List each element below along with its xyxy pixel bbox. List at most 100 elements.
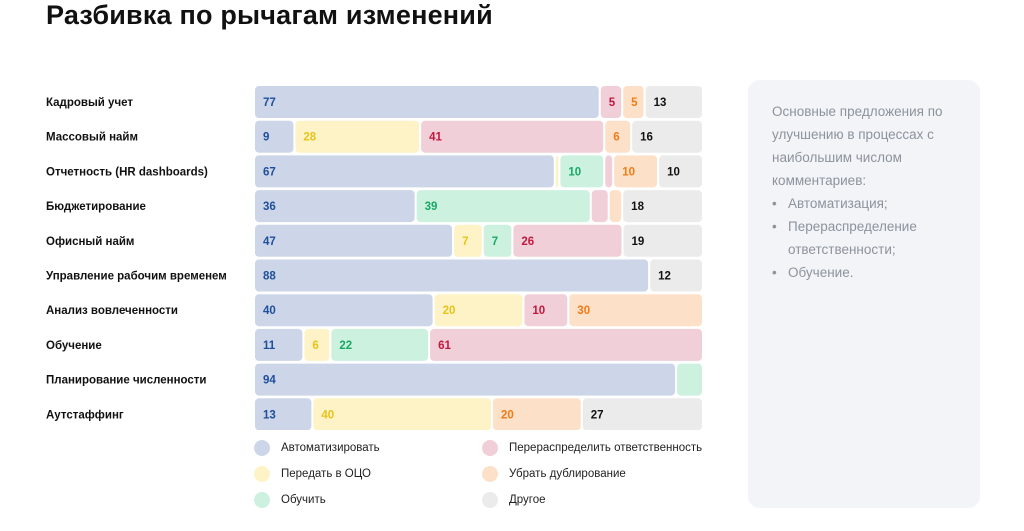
- bar-segment: [614, 155, 658, 188]
- bar-segment: [255, 120, 294, 153]
- bar-segment: [255, 224, 453, 257]
- bar-segment: [605, 120, 631, 153]
- category-label: Кадровый учет: [46, 97, 133, 109]
- data-label: 30: [577, 305, 590, 317]
- bar-segment: [609, 190, 622, 223]
- category-label: Анализ вовлеченности: [46, 305, 178, 317]
- category-label: Бюджетирование: [46, 201, 146, 213]
- legend-label: Убрать дублирование: [509, 468, 626, 480]
- data-label: 6: [613, 132, 619, 144]
- data-label: 67: [263, 166, 276, 178]
- legend-label: Обучить: [281, 494, 326, 506]
- bar-segment: [255, 328, 303, 361]
- data-label: 6: [312, 340, 318, 352]
- data-label: 10: [532, 305, 545, 317]
- bar-segment: [483, 224, 512, 257]
- legend-dot: [254, 492, 270, 508]
- bar-segment: [454, 224, 482, 257]
- legend-dot: [254, 466, 270, 482]
- data-label: 5: [609, 97, 616, 109]
- legend-dot: [482, 440, 498, 456]
- category-label: Отчетность (HR dashboards): [46, 166, 208, 178]
- data-label: 11: [263, 340, 276, 352]
- bar-segment: [623, 190, 702, 223]
- data-label: 10: [622, 166, 635, 178]
- summary-item: Обучение.: [772, 261, 958, 284]
- data-label: 19: [632, 236, 645, 248]
- bar-segment: [645, 86, 702, 118]
- data-label: 28: [303, 132, 316, 144]
- data-label: 20: [443, 305, 456, 317]
- page-title: Разбивка по рычагам изменений: [46, 0, 493, 30]
- data-label: 9: [263, 132, 269, 144]
- data-label: 13: [263, 409, 276, 421]
- data-label: 47: [263, 236, 276, 248]
- category-label: Планирование численности: [46, 375, 207, 387]
- category-label: Аутстаффинг: [46, 409, 124, 421]
- chart-legend: Автоматизировать Перераспределить ответс…: [254, 440, 744, 520]
- data-label: 39: [425, 201, 438, 213]
- legend-label: Другое: [509, 494, 546, 506]
- data-label: 61: [438, 340, 451, 352]
- data-label: 88: [263, 271, 276, 283]
- category-label: Офисный найм: [46, 236, 134, 248]
- summary-intro: Основные предложения по улучшению в проц…: [772, 104, 943, 188]
- legend-dot: [482, 466, 498, 482]
- legend-item-other: Другое: [482, 492, 546, 508]
- data-label: 12: [658, 271, 671, 283]
- bar-segment: [569, 294, 702, 327]
- bar-segment: [416, 190, 590, 223]
- legend-dot: [254, 440, 270, 456]
- data-label: 7: [492, 236, 498, 248]
- bar-segment: [600, 86, 622, 118]
- legend-item-dedup: Убрать дублирование: [482, 466, 626, 482]
- bar-segment: [623, 86, 644, 118]
- bar-segment: [632, 120, 702, 153]
- data-label: 22: [339, 340, 352, 352]
- summary-item: Автоматизация;: [772, 192, 958, 215]
- data-label: 27: [591, 409, 604, 421]
- legend-item-train: Обучить: [254, 492, 326, 508]
- bar-segment: [513, 224, 622, 257]
- bar-segment: [492, 398, 581, 430]
- data-label: 77: [263, 97, 276, 109]
- legend-label: Автоматизировать: [281, 442, 380, 454]
- data-label: 36: [263, 201, 276, 213]
- legend-item-outsource: Передать в ОЦО: [254, 466, 371, 482]
- bar-segment: [255, 363, 676, 396]
- bar-segment: [555, 155, 559, 188]
- bar-segment: [255, 398, 312, 430]
- bar-segment: [430, 328, 702, 361]
- data-label: 16: [640, 132, 653, 144]
- data-label: 40: [321, 409, 334, 421]
- bar-segment: [605, 155, 613, 188]
- bar-segment: [421, 120, 604, 153]
- bar-segment: [255, 190, 415, 223]
- legend-item-automate: Автоматизировать: [254, 440, 380, 456]
- data-label: 20: [501, 409, 514, 421]
- bar-segment: [255, 155, 554, 188]
- data-label: 10: [568, 166, 581, 178]
- bar-segment: [295, 120, 420, 153]
- data-label: 5: [631, 97, 638, 109]
- bar-segment: [677, 363, 702, 396]
- legend-item-reassign: Перераспределить ответственность: [482, 440, 702, 456]
- bar-segment: [623, 224, 702, 257]
- data-label: 94: [263, 375, 276, 387]
- data-label: 13: [654, 97, 667, 109]
- data-label: 41: [429, 132, 442, 144]
- data-label: 10: [667, 166, 680, 178]
- bar-segment: [659, 155, 702, 188]
- bar-segment: [560, 155, 604, 188]
- legend-label: Перераспределить ответственность: [509, 442, 703, 454]
- summary-item: Перераспределение ответственности;: [772, 215, 958, 261]
- bar-segment: [434, 294, 523, 327]
- bar-segment: [650, 259, 702, 292]
- bar-segment: [313, 398, 491, 430]
- category-label: Обучение: [46, 340, 102, 352]
- summary-list: Автоматизация; Перераспределение ответст…: [772, 192, 958, 284]
- bar-segment: [304, 328, 330, 361]
- bar-segment: [255, 86, 599, 118]
- bar-segment: [255, 259, 649, 292]
